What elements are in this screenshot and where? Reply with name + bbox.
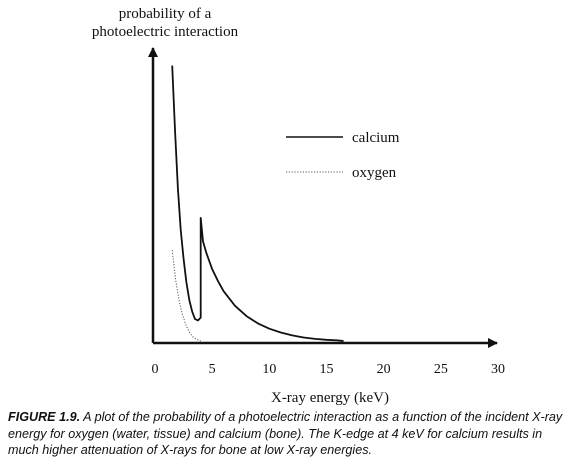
legend: calcium oxygen (286, 130, 400, 181)
legend-label-oxygen: oxygen (352, 165, 397, 181)
y-axis-label-line-1: probability of a (119, 6, 212, 22)
caption-figure-label: FIGURE 1.9. (8, 410, 81, 424)
x-tick-label-5: 5 (209, 362, 216, 377)
x-tick-label-0: 0 (152, 362, 159, 377)
y-axis-label-line-2: photoelectric interaction (92, 24, 239, 40)
x-tick-label-10: 10 (262, 362, 276, 377)
x-axis-label: X-ray energy (keV) (271, 390, 389, 405)
x-tick-label-15: 15 (320, 362, 334, 377)
x-tick-label-25: 25 (434, 362, 448, 377)
chart-svg: probability of a photoelectric interacti… (92, 6, 506, 405)
series-layer (171, 65, 344, 342)
x-tick-label-20: 20 (377, 362, 391, 377)
x-tick-labels: 0 5 10 15 20 25 30 (152, 362, 506, 377)
chart: probability of a photoelectric interacti… (92, 6, 506, 405)
caption-text: A plot of the probability of a photoelec… (8, 410, 563, 457)
series-line-calcium (171, 65, 344, 342)
figure-caption: FIGURE 1.9. A plot of the probability of… (8, 409, 574, 459)
series-line-oxygen (171, 250, 201, 342)
x-tick-label-30: 30 (491, 362, 505, 377)
legend-label-calcium: calcium (352, 130, 400, 146)
